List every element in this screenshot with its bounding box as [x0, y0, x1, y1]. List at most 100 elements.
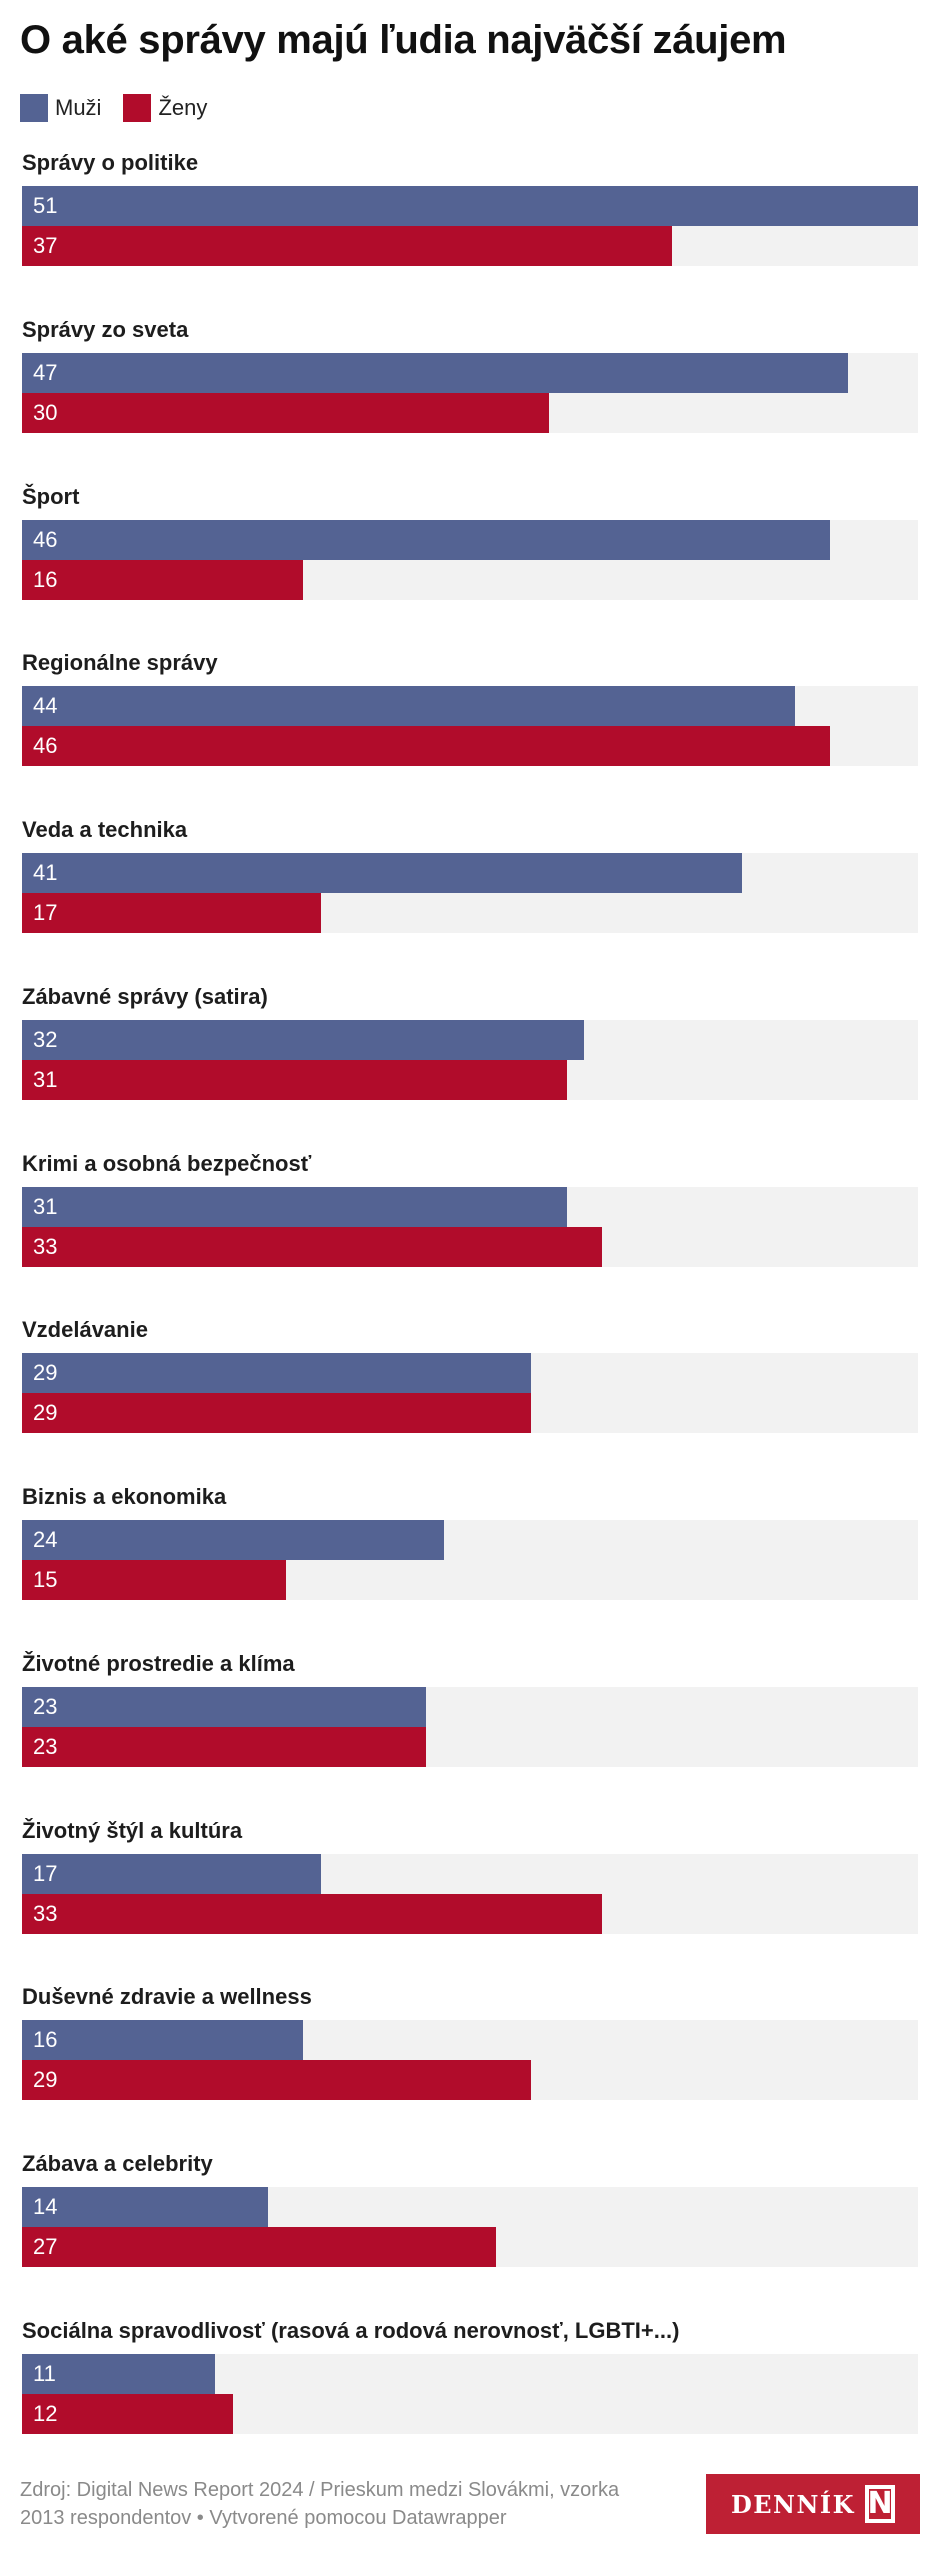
value-label: 31: [33, 1066, 58, 1092]
value-label: 24: [33, 1527, 58, 1553]
value-label: 11: [33, 2361, 56, 2386]
value-label: 29: [33, 1400, 58, 1426]
bar-zeny: 16: [22, 559, 304, 600]
bar-muzi: 16: [22, 2020, 304, 2061]
bar-track: 23: [22, 1686, 918, 1727]
bar-track: 31: [22, 1059, 918, 1100]
bar-track: 46: [22, 726, 918, 767]
bar-track: 17: [22, 1853, 918, 1894]
value-label: 29: [33, 1360, 58, 1386]
bar-zeny: 12: [22, 2394, 233, 2434]
bar-track: 27: [22, 2227, 918, 2268]
value-label: 16: [33, 2027, 58, 2053]
bar-track: 29: [22, 2060, 918, 2101]
bar-zeny: 30: [22, 392, 550, 433]
bar-track: 11: [22, 2354, 918, 2394]
value-label: 33: [33, 1233, 58, 1259]
chart-title: O aké správy majú ľudia najväčší záujem: [20, 18, 787, 62]
bar-zeny: 29: [22, 1393, 532, 1434]
category-label: Správy o politike: [22, 150, 199, 175]
logo-text: DENNÍK: [730, 2489, 856, 2519]
bar-muzi: 41: [22, 853, 743, 894]
bar-track: 12: [22, 2394, 918, 2434]
bar-track: 29: [22, 1393, 918, 1434]
bar-track: 47: [22, 352, 918, 393]
bar-track: 16: [22, 2020, 918, 2061]
value-label: 51: [33, 193, 58, 218]
value-label: 46: [33, 733, 58, 759]
bar-zeny: 15: [22, 1560, 286, 1601]
category-label: Správy zo sveta: [22, 316, 189, 342]
value-label: 14: [33, 2194, 58, 2220]
value-label: 32: [33, 1026, 58, 1052]
bar-zeny: 33: [22, 1226, 602, 1267]
bar-muzi: 51: [22, 186, 918, 226]
value-label: 23: [33, 1693, 58, 1719]
logo-n-icon: N: [865, 2485, 896, 2523]
value-label: 12: [33, 2401, 58, 2426]
category-label: Šport: [22, 483, 80, 509]
value-label: 27: [33, 2234, 58, 2260]
bar-zeny: 33: [22, 1893, 602, 1934]
value-label: 17: [33, 900, 58, 926]
legend-item-zeny: Ženy: [123, 94, 207, 122]
category-label: Zábavné správy (satira): [22, 983, 268, 1009]
bar-track: 32: [22, 1019, 918, 1060]
footer-source: Zdroj: Digital News Report 2024 / Priesk…: [20, 2476, 680, 2532]
category-label: Duševné zdravie a wellness: [22, 1984, 312, 2010]
bar-track: 29: [22, 1353, 918, 1394]
bar-muzi: 11: [22, 2354, 216, 2394]
legend-swatch-muzi: [20, 94, 48, 122]
bar-track: 37: [22, 226, 918, 266]
value-label: 46: [33, 526, 58, 552]
bar-track: 30: [22, 392, 918, 433]
value-label: 47: [33, 359, 58, 385]
bar-zeny: 31: [22, 1059, 567, 1100]
bar-muzi: 47: [22, 352, 848, 393]
bar-chart: Správy o politike 51 37 Správy zo sveta 47 30…: [22, 150, 918, 2434]
category-label: Životný štýl a kultúra: [22, 1817, 243, 1843]
value-label: 29: [33, 2067, 58, 2093]
source-line-2: 2013 respondentov • Vytvorené pomocou Da…: [20, 2507, 507, 2529]
bar-muzi: 46: [22, 519, 831, 560]
bar-track: 33: [22, 1226, 918, 1267]
bar-muzi: 14: [22, 2187, 268, 2228]
value-label: 16: [33, 566, 58, 592]
category-label: Vzdelávanie: [22, 1317, 148, 1343]
bar-muzi: 44: [22, 686, 796, 727]
legend-item-muzi: Muži: [20, 94, 101, 122]
legend-label-zeny: Ženy: [158, 95, 208, 120]
value-label: 44: [33, 693, 58, 719]
category-label: Veda a technika: [22, 817, 188, 843]
bar-track: 46: [22, 519, 918, 560]
bar-zeny: 46: [22, 726, 831, 767]
bar-track: 14: [22, 2187, 918, 2228]
bar-track: 31: [22, 1186, 918, 1227]
bar-track: 33: [22, 1893, 918, 1934]
bar-muzi: 17: [22, 1853, 321, 1894]
bar-track: 44: [22, 686, 918, 727]
legend-label-muzi: Muži: [55, 95, 102, 120]
value-label: 17: [33, 1860, 58, 1886]
bar-track: 24: [22, 1520, 918, 1561]
value-label: 33: [33, 1900, 58, 1926]
bar-track: 16: [22, 559, 918, 600]
bar-muzi: 31: [22, 1186, 567, 1227]
bar-muzi: 24: [22, 1520, 444, 1561]
value-label: 15: [33, 1567, 58, 1593]
bar-muzi: 29: [22, 1353, 532, 1394]
bar-zeny: 27: [22, 2227, 497, 2268]
bar-track: 51: [22, 186, 918, 226]
bar-muzi: 32: [22, 1019, 585, 1060]
bar-zeny: 29: [22, 2060, 532, 2101]
dennik-n-logo: DENNÍK N: [706, 2474, 920, 2534]
value-label: 37: [33, 233, 58, 258]
bar-zeny: 23: [22, 1726, 427, 1767]
bar-track: 15: [22, 1560, 918, 1601]
legend: Muži Ženy: [20, 94, 229, 122]
bar-zeny: 37: [22, 226, 673, 266]
source-line-1: Zdroj: Digital News Report 2024 / Priesk…: [20, 2479, 620, 2501]
bar-track: 23: [22, 1726, 918, 1767]
bar-track: 41: [22, 853, 918, 894]
bar-muzi: 23: [22, 1686, 427, 1727]
